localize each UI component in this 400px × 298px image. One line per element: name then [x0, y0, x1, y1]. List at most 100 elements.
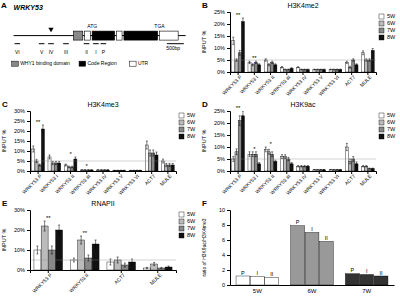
bar-series-label: II — [380, 270, 384, 276]
y-tick: 30% — [14, 207, 30, 213]
annotation: P — [102, 49, 106, 55]
y-tick-label: 20% — [214, 21, 225, 27]
y-tick: 15% — [214, 132, 230, 138]
bar — [322, 70, 325, 72]
y-tick-mark — [27, 230, 30, 231]
bar — [362, 53, 365, 72]
bar — [332, 70, 335, 72]
legend-label: 7W — [387, 126, 396, 132]
error-bar — [100, 169, 102, 171]
bar — [106, 170, 109, 171]
x-tick: MULE — [359, 171, 374, 187]
y-tick-mark — [227, 12, 230, 13]
bar — [336, 170, 339, 171]
bar-series-label: I — [257, 270, 259, 276]
bar — [319, 70, 322, 72]
error-bar — [68, 166, 70, 168]
y-tick: 10% — [214, 45, 230, 51]
error-bar — [58, 225, 60, 235]
error-bar — [153, 262, 155, 265]
plot: 0%5%10%15%20%25%30%WRKY53 PWRKY53 IWRKY5… — [1, 101, 196, 196]
legend-label: 6W — [187, 119, 196, 125]
annotation: I — [95, 49, 96, 55]
y-tick-label: 0% — [17, 267, 25, 273]
x-tick: WRKY53 VI — [317, 72, 340, 97]
error-bar — [139, 170, 141, 171]
series — [241, 111, 374, 171]
gene-box — [92, 31, 114, 40]
bar-series-label: P — [350, 267, 354, 273]
error-bar — [242, 111, 244, 121]
y-tick-label: 30% — [14, 207, 25, 213]
legend-swatch — [379, 120, 384, 125]
error-bar — [242, 18, 244, 25]
panel: B0%5%10%15%20%25%WRKY53 PWRKY53 IWRKY53 … — [201, 1, 396, 97]
y-tick-mark — [27, 141, 30, 142]
bar — [352, 60, 355, 72]
legend-label: 8W — [387, 34, 396, 40]
bar — [41, 226, 48, 270]
error-bar — [81, 169, 83, 171]
annotation: III — [64, 49, 68, 55]
y-tick-label: 25% — [214, 108, 225, 114]
y-axis: 0%5%10%15%20%25% — [214, 9, 231, 75]
legend-swatch — [179, 219, 184, 224]
error-bar — [65, 164, 67, 166]
error-bar — [336, 169, 338, 170]
y-tick-mark — [27, 111, 30, 112]
annotation: UTR — [138, 60, 149, 66]
bar — [103, 170, 106, 171]
bar — [241, 22, 244, 72]
y-tick-label: 20% — [14, 128, 25, 134]
x-tick-label: WRKY53 VI — [117, 173, 140, 196]
bar — [336, 70, 339, 72]
error-bar — [236, 149, 238, 155]
significance-marker: ** — [36, 119, 41, 125]
bar — [306, 166, 309, 171]
bar — [143, 268, 150, 270]
bar — [41, 129, 44, 171]
bar — [129, 170, 132, 171]
bar — [38, 165, 41, 171]
bar — [316, 70, 319, 72]
bar — [371, 50, 374, 72]
y-tick: 10% — [14, 247, 30, 253]
legend-swatch — [379, 35, 384, 40]
region-marker — [63, 43, 69, 44]
y-tick: 25% — [214, 108, 230, 114]
bar — [322, 170, 325, 171]
y-tick-label: 0% — [17, 168, 25, 174]
panel: E0%10%20%30%WRKY53 PWRKY53 IIACT7MULERNA… — [1, 199, 196, 294]
y-tick-label: 15% — [214, 132, 225, 138]
x-tick: ACT7 — [343, 171, 356, 186]
y-axis-title: INPUT % — [1, 129, 7, 152]
legend-swatch — [379, 113, 384, 118]
error-bar — [52, 161, 54, 164]
y-tick-mark — [227, 270, 230, 271]
bar — [32, 149, 35, 171]
error-bar — [362, 51, 364, 55]
y-tick-mark — [227, 36, 230, 37]
legend-swatch — [379, 14, 384, 19]
reference-line — [30, 161, 176, 162]
y-tick-label: 2 — [222, 267, 225, 273]
significance-marker: ** — [236, 12, 241, 18]
y-tick-label: 20% — [214, 120, 225, 126]
error-bar — [284, 69, 286, 71]
reference-line — [30, 260, 176, 261]
legend-swatch — [179, 212, 184, 217]
error-bar — [365, 165, 367, 166]
annotation: II — [85, 49, 88, 55]
error-bar — [320, 69, 322, 71]
bar — [238, 53, 241, 72]
y-tick-label: 6 — [222, 237, 225, 243]
legend-label: 5W — [187, 211, 196, 217]
error-bar — [349, 159, 351, 164]
y-tick: 30% — [14, 108, 30, 114]
y-tick-mark — [227, 123, 230, 124]
error-bar — [281, 66, 283, 67]
annotation: TGA — [154, 23, 165, 29]
x-tick-label: MULE — [359, 73, 374, 88]
y-tick-mark — [227, 60, 230, 61]
error-bar — [323, 69, 325, 71]
